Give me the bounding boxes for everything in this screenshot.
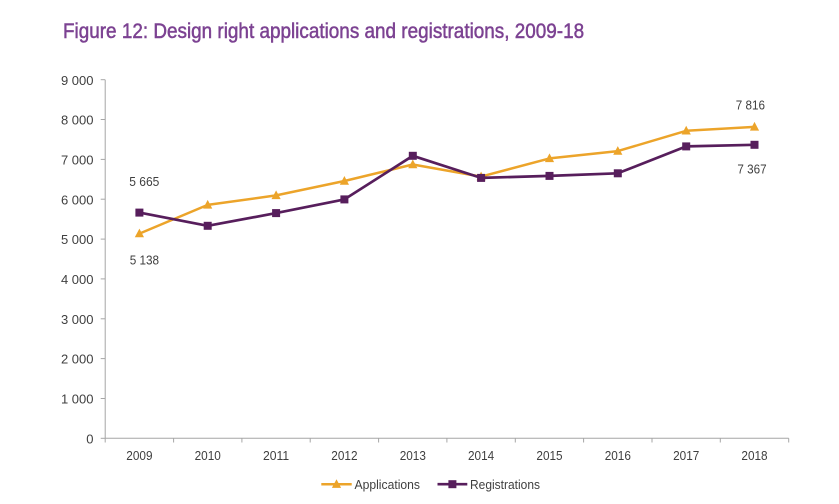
svg-text:2015: 2015 bbox=[536, 448, 562, 463]
svg-text:7 000: 7 000 bbox=[61, 153, 94, 168]
svg-text:1 000: 1 000 bbox=[61, 392, 94, 407]
svg-text:6 000: 6 000 bbox=[61, 192, 94, 207]
svg-text:8 000: 8 000 bbox=[61, 113, 94, 128]
svg-text:0: 0 bbox=[86, 431, 93, 446]
svg-text:9 000: 9 000 bbox=[61, 73, 94, 88]
svg-text:5 000: 5 000 bbox=[61, 232, 94, 247]
svg-text:4 000: 4 000 bbox=[61, 272, 94, 287]
svg-text:7 816: 7 816 bbox=[736, 97, 765, 112]
svg-text:2017: 2017 bbox=[673, 448, 699, 463]
svg-text:2012: 2012 bbox=[331, 448, 357, 463]
svg-text:5 665: 5 665 bbox=[129, 174, 159, 189]
svg-text:2011: 2011 bbox=[263, 448, 289, 463]
svg-text:7 367: 7 367 bbox=[737, 161, 766, 176]
svg-text:2009: 2009 bbox=[126, 448, 152, 463]
svg-text:2010: 2010 bbox=[195, 448, 221, 463]
svg-text:Registrations: Registrations bbox=[470, 477, 540, 492]
svg-text:2016: 2016 bbox=[605, 448, 631, 463]
svg-text:2 000: 2 000 bbox=[61, 352, 94, 367]
svg-text:2013: 2013 bbox=[400, 448, 426, 463]
svg-text:3 000: 3 000 bbox=[61, 312, 94, 327]
svg-text:5 138: 5 138 bbox=[130, 253, 159, 268]
svg-text:Applications: Applications bbox=[355, 477, 421, 492]
svg-text:2014: 2014 bbox=[468, 448, 494, 463]
svg-text:2018: 2018 bbox=[741, 448, 767, 463]
